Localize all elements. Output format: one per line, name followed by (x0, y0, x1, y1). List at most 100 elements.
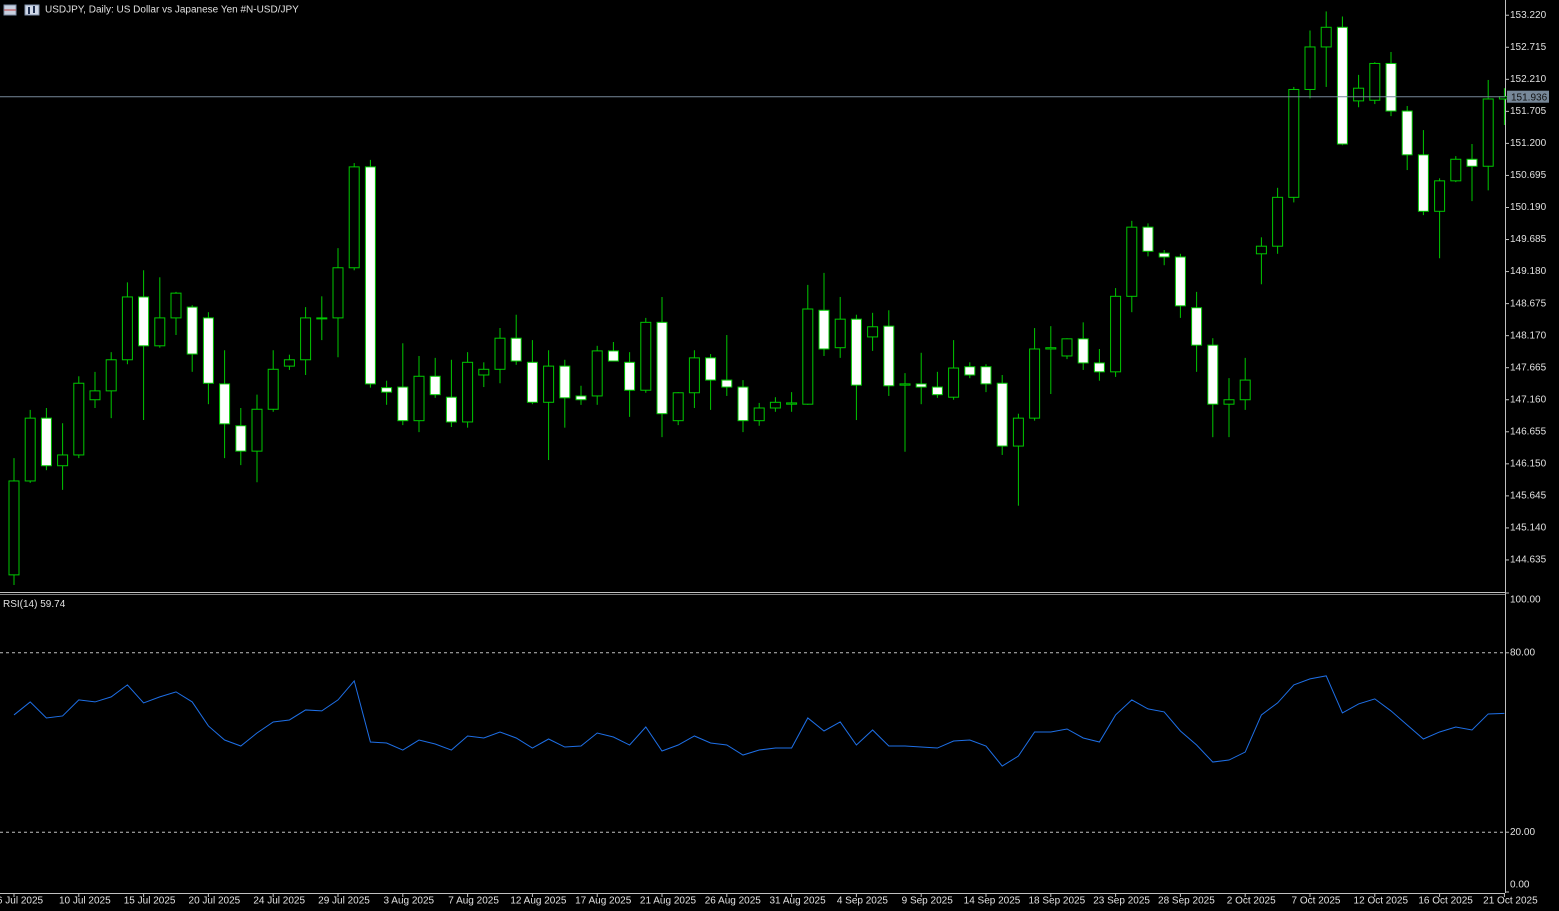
indicator-name: RSI(14) (3, 599, 37, 610)
candle-body (1304, 46, 1316, 90)
x-tick-label: 4 Sep 2025 (837, 896, 889, 907)
candle-body (267, 368, 279, 410)
candle-body (769, 401, 781, 409)
candle-body (1353, 87, 1365, 102)
candle-body (575, 395, 587, 401)
y-tick-label: 151.705 (1510, 106, 1547, 117)
candle-body (1077, 338, 1089, 364)
indicator-value: 59.74 (40, 599, 65, 610)
candle-body (915, 383, 927, 388)
candle-body (899, 383, 911, 386)
candle-body (235, 425, 247, 452)
y-tick-label: 148.170 (1510, 330, 1547, 341)
candle-body (89, 390, 101, 401)
candle-body (802, 308, 814, 405)
candle-body (850, 318, 862, 386)
candle-body (1110, 295, 1122, 373)
candle-body (543, 365, 555, 403)
y-tick-label: 152.210 (1510, 74, 1547, 85)
candle-body (688, 357, 700, 394)
candle-body (1255, 245, 1267, 255)
candle-body (73, 382, 85, 456)
x-tick-label: 7 Oct 2025 (1292, 896, 1341, 907)
candle-body (1223, 399, 1235, 405)
candle-body (1045, 347, 1057, 350)
x-tick-label: 23 Sep 2025 (1093, 896, 1150, 907)
candle-body (316, 317, 328, 320)
y-tick-label: 146.655 (1510, 426, 1547, 437)
candle-body (1466, 158, 1478, 167)
candle-body (640, 321, 652, 391)
candle-body (1288, 88, 1300, 198)
x-tick-label: 7 Aug 2025 (448, 896, 499, 907)
x-tick-label: 9 Sep 2025 (902, 896, 954, 907)
candle-body (8, 480, 20, 576)
candle-body (429, 375, 441, 396)
x-tick-label: 2 Oct 2025 (1227, 896, 1276, 907)
candle-body (219, 383, 231, 425)
candle-body (478, 368, 490, 376)
candle-body (1093, 362, 1105, 373)
candle-body (445, 396, 457, 423)
candle-body (737, 386, 749, 422)
x-tick-label: 15 Jul 2025 (124, 896, 176, 907)
candle-body (996, 382, 1008, 447)
candle-body (1336, 26, 1348, 145)
y-tick-label: 147.160 (1510, 394, 1547, 405)
candle-body (786, 402, 798, 405)
candle-body (753, 407, 765, 422)
candle-body (105, 359, 117, 392)
candle-body (705, 357, 717, 381)
candle-body (1482, 98, 1494, 167)
candle-body (283, 359, 295, 367)
x-tick-label: 17 Aug 2025 (575, 896, 632, 907)
x-tick-label: 21 Aug 2025 (640, 896, 697, 907)
candle-body (57, 454, 69, 467)
candle-body (559, 365, 571, 399)
last-price-box (1507, 90, 1549, 103)
symbol-icons (3, 4, 40, 16)
candle-body (1320, 26, 1332, 48)
candle-body (397, 386, 409, 422)
candle-body (1272, 196, 1284, 247)
candle-body (170, 292, 182, 319)
candle-body (1191, 307, 1203, 346)
candle-body (1158, 252, 1170, 258)
y-tick-label: 20.00 (1510, 827, 1535, 838)
candle-body (510, 337, 522, 362)
candle-body (607, 350, 619, 362)
candle-body (883, 325, 895, 387)
chart-title: USDJPY, Daily: US Dollar vs Japanese Yen… (45, 5, 299, 16)
y-tick-label: 149.685 (1510, 234, 1547, 245)
candle-body (202, 317, 214, 384)
indicator-legend: RSI(14) 59.74 (3, 599, 66, 610)
candle-body (154, 317, 166, 347)
candle-body (948, 367, 960, 398)
x-tick-label: 26 Aug 2025 (705, 896, 762, 907)
candle-body (40, 417, 52, 467)
x-tick-label: 6 Jul 2025 (0, 896, 44, 907)
x-tick-label: 12 Oct 2025 (1354, 896, 1409, 907)
y-tick-label: 148.675 (1510, 298, 1547, 309)
x-tick-label: 14 Sep 2025 (964, 896, 1021, 907)
y-tick-label: 0.00 (1510, 880, 1530, 891)
y-tick-label: 146.150 (1510, 458, 1547, 469)
y-tick-label: 151.200 (1510, 138, 1547, 149)
candle-body (1207, 344, 1219, 405)
candle-body (413, 375, 425, 422)
y-tick-label: 150.695 (1510, 170, 1547, 181)
candle-body (1029, 348, 1041, 419)
y-tick-label: 100.00 (1510, 595, 1541, 606)
candle-body (24, 417, 36, 482)
candle-body (931, 386, 943, 396)
candle-body (1174, 256, 1186, 307)
x-tick-label: 28 Sep 2025 (1158, 896, 1215, 907)
y-tick-label: 145.645 (1510, 491, 1547, 502)
candle-body (300, 317, 312, 361)
y-tick-label: 153.220 (1510, 10, 1547, 21)
rsi-line (13, 675, 1505, 767)
x-tick-label: 10 Jul 2025 (59, 896, 111, 907)
x-tick-label: 21 Oct 2025 (1483, 896, 1538, 907)
candle-body (1126, 226, 1138, 297)
